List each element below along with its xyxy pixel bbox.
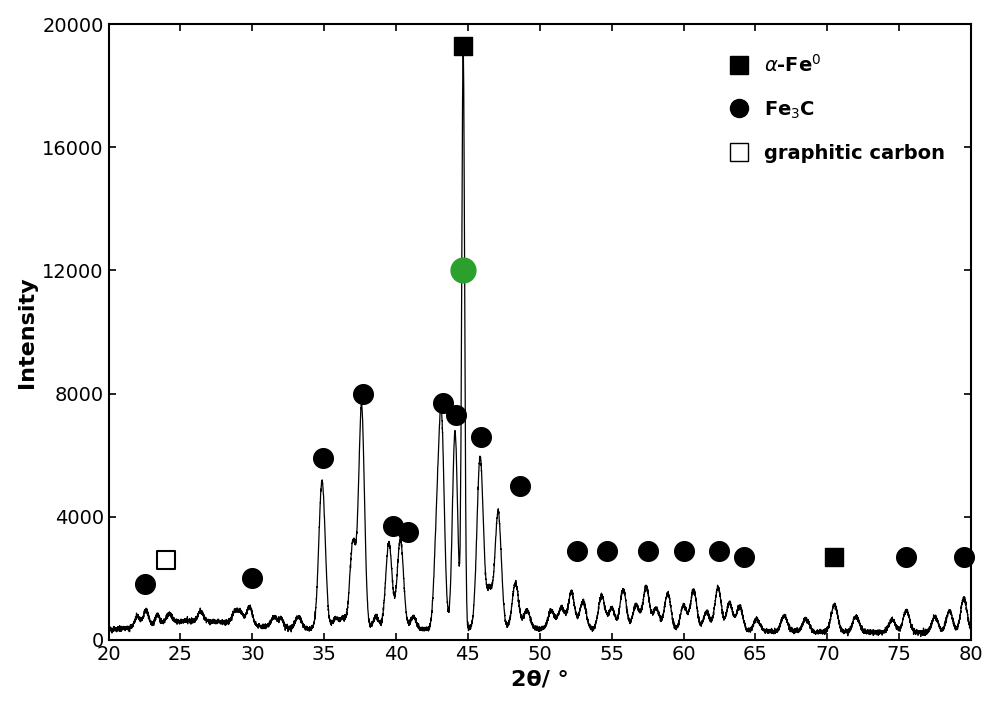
Point bbox=[400, 527, 416, 538]
Point bbox=[956, 551, 972, 563]
Point bbox=[355, 388, 371, 400]
Point bbox=[455, 265, 471, 276]
Point bbox=[385, 520, 401, 532]
Point bbox=[640, 545, 656, 556]
Legend: $\alpha$-Fe$^0$, Fe$_3$C, graphitic carbon: $\alpha$-Fe$^0$, Fe$_3$C, graphitic carb… bbox=[721, 46, 953, 171]
Point bbox=[569, 545, 585, 556]
Point bbox=[736, 551, 752, 563]
Point bbox=[435, 397, 451, 409]
Point bbox=[473, 431, 489, 443]
Point bbox=[448, 409, 464, 421]
Point bbox=[315, 453, 331, 464]
Point bbox=[244, 573, 260, 584]
Point bbox=[512, 480, 528, 491]
Point bbox=[676, 545, 692, 556]
Point bbox=[455, 40, 471, 52]
Point bbox=[826, 551, 842, 563]
Point bbox=[711, 545, 727, 556]
Point bbox=[898, 551, 914, 563]
Point bbox=[158, 554, 174, 566]
Y-axis label: Intensity: Intensity bbox=[17, 276, 37, 388]
X-axis label: 2θ/ °: 2θ/ ° bbox=[511, 669, 569, 689]
Point bbox=[137, 579, 153, 590]
Point bbox=[599, 545, 615, 556]
